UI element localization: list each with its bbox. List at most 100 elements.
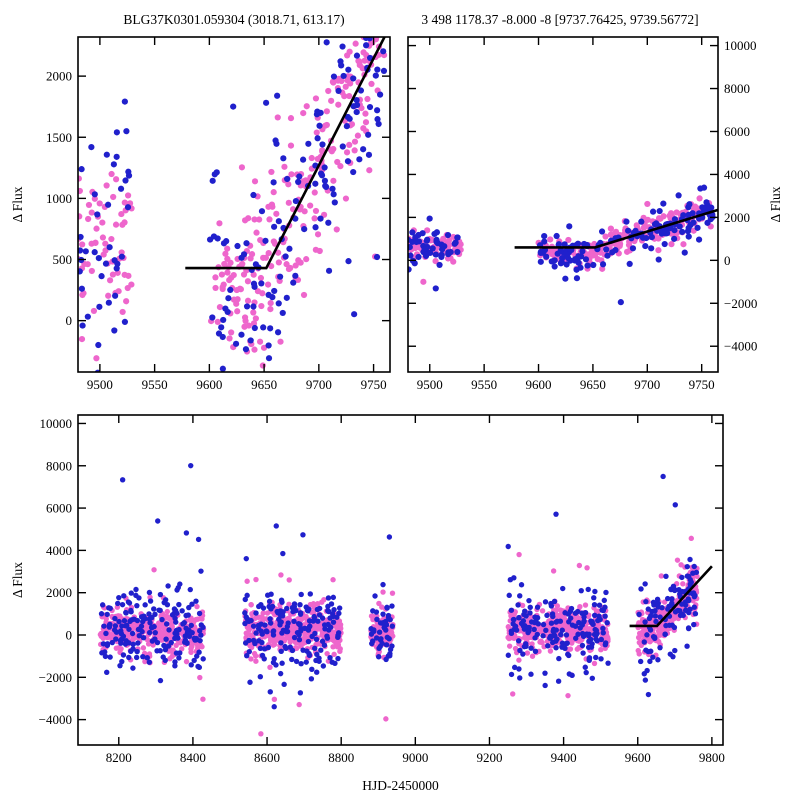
data-point: [685, 233, 692, 240]
data-point: [122, 641, 129, 647]
data-point: [573, 266, 580, 273]
data-point: [91, 195, 98, 202]
data-point: [156, 629, 163, 635]
data-point: [691, 563, 697, 570]
data-point: [296, 637, 303, 643]
data-point: [275, 218, 282, 225]
data-point: [433, 236, 440, 243]
y-tick-label: 0: [724, 253, 731, 268]
data-point: [129, 630, 136, 637]
data-point: [161, 642, 167, 649]
data-point: [115, 600, 121, 607]
data-point: [176, 655, 182, 661]
data-point: [376, 645, 382, 652]
data-point: [360, 146, 367, 153]
data-point: [226, 335, 233, 342]
data-point: [662, 230, 669, 237]
data-point: [244, 278, 252, 285]
data-point: [197, 674, 203, 681]
data-point: [109, 271, 117, 278]
data-point: [329, 185, 336, 192]
data-point: [250, 271, 257, 278]
y-axis-label: Δ Flux: [768, 186, 783, 222]
data-point: [107, 621, 113, 628]
data-point: [617, 299, 624, 306]
data-point: [277, 670, 284, 677]
data-point: [194, 603, 200, 610]
data-point: [251, 283, 258, 290]
data-point: [642, 677, 649, 683]
data-point: [219, 365, 226, 372]
data-point: [310, 618, 316, 624]
data-point: [322, 626, 328, 632]
data-point: [240, 271, 248, 278]
data-point: [230, 404, 236, 410]
data-point: [262, 237, 269, 244]
data-point: [152, 629, 158, 636]
data-point: [95, 254, 102, 262]
data-point: [265, 291, 272, 298]
x-tick-label: 9400: [551, 750, 577, 765]
y-tick-label: 4000: [724, 167, 750, 182]
data-point: [623, 248, 631, 255]
data-point: [268, 606, 274, 612]
data-point: [251, 216, 258, 223]
panel-bottom: 8200 8400 8600 8800 9000 9200 9400 9600 9800 −400…: [10, 414, 725, 793]
data-point: [539, 608, 546, 614]
data-point: [253, 630, 259, 636]
data-point: [107, 654, 113, 660]
data-point: [265, 355, 273, 362]
data-point: [593, 632, 599, 638]
data-point: [160, 625, 167, 631]
data-point: [661, 240, 668, 248]
x-tick-label: 9750: [689, 377, 715, 392]
data-point: [351, 138, 359, 145]
data-point: [186, 604, 192, 611]
data-point: [251, 178, 259, 185]
data-point: [140, 653, 146, 660]
data-point: [374, 116, 381, 123]
data-point: [162, 657, 168, 664]
panel-top-right: 9500 9550 9600 9650 9700 9750 −4000 −2000 0 2000 4…: [407, 12, 783, 392]
data-point: [551, 598, 558, 605]
data-point: [578, 587, 584, 594]
data-point: [263, 99, 270, 106]
data-point: [325, 603, 331, 610]
data-point: [119, 221, 126, 228]
data-point: [333, 226, 340, 233]
data-point: [328, 97, 335, 104]
data-point: [308, 154, 315, 162]
data-point: [422, 252, 430, 260]
data-point: [297, 601, 303, 608]
data-point: [78, 285, 85, 292]
data-point: [300, 291, 308, 299]
data-point: [598, 647, 604, 653]
data-point: [645, 648, 651, 655]
data-point: [119, 308, 126, 316]
panel-top-right-data: [408, 184, 716, 306]
data-point: [650, 654, 656, 660]
data-point: [197, 615, 203, 622]
data-point: [600, 625, 606, 632]
data-point: [565, 236, 572, 244]
data-point: [111, 627, 118, 633]
data-point: [558, 631, 564, 638]
data-point: [684, 563, 690, 570]
data-point: [644, 632, 650, 638]
data-point: [267, 620, 274, 626]
data-point: [691, 621, 697, 628]
data-point: [243, 240, 250, 247]
data-point: [111, 257, 118, 264]
data-point: [300, 110, 307, 117]
data-point: [227, 259, 234, 266]
data-point: [200, 624, 206, 630]
data-point: [278, 648, 284, 654]
data-point: [323, 108, 330, 115]
data-point: [286, 601, 292, 607]
data-point: [564, 251, 571, 258]
data-point: [354, 132, 361, 139]
data-point: [663, 573, 669, 580]
data-point: [230, 272, 237, 279]
data-point: [321, 177, 329, 184]
data-point: [368, 25, 374, 31]
